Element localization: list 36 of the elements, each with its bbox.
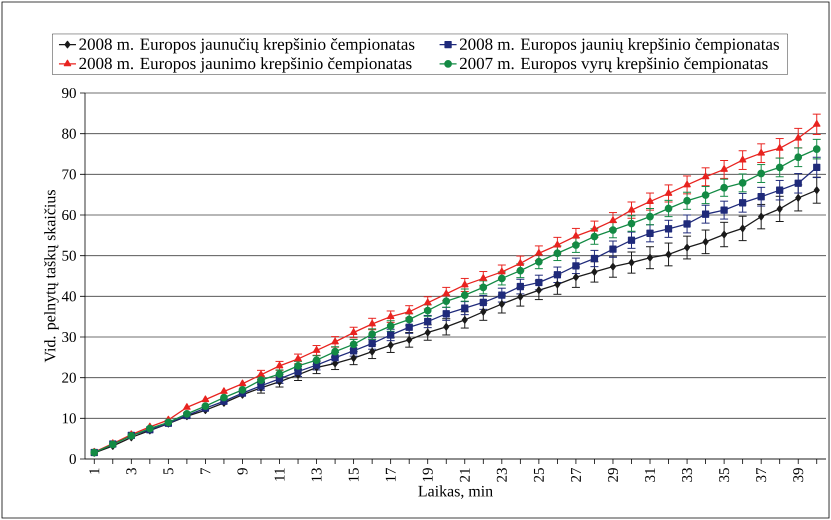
- x-tick-label: 15: [348, 468, 359, 482]
- x-tick-label: 19: [422, 468, 433, 482]
- y-axis-title: Vid. pelnytų taškų skaičius: [44, 190, 59, 362]
- legend-label: 2008 m. Europos jaunimo krepšinio čempionatas: [79, 57, 412, 73]
- x-tick-label: 27: [570, 468, 581, 482]
- x-tick-label: 13: [312, 468, 322, 482]
- x-tick-label: 3: [126, 468, 136, 474]
- x-tick-label: 39: [793, 468, 804, 482]
- x-axis-title: Laikas, min: [418, 485, 493, 499]
- x-tick-label: 21: [460, 468, 470, 482]
- x-tick-label: 7: [200, 468, 210, 474]
- x-tick-label: 37: [756, 468, 766, 482]
- y-tick-label: 10: [62, 413, 76, 424]
- x-tick-label: 35: [719, 468, 730, 482]
- x-tick-label: 11: [274, 468, 284, 481]
- x-tick-label: 5: [163, 468, 174, 474]
- x-tick-label: 1: [89, 468, 100, 474]
- y-tick-label: 70: [62, 169, 76, 180]
- legend-label: 2007 m. Europos vyrų krepšinio čempionatas: [460, 57, 768, 73]
- y-tick-label: 80: [62, 128, 76, 139]
- x-tick-label: 29: [608, 468, 618, 482]
- legend-label: 2008 m. Europos jaunių krepšinio čempionatas: [460, 38, 779, 54]
- y-tick-label: 0: [70, 454, 76, 464]
- x-tick-label: 9: [237, 468, 248, 475]
- x-tick-label: 25: [534, 468, 544, 482]
- y-tick-label: 60: [62, 210, 76, 220]
- x-tick-label: 17: [386, 468, 396, 482]
- x-tick-label: 31: [645, 468, 656, 482]
- y-tick-label: 50: [62, 250, 76, 261]
- x-tick-label: 33: [682, 468, 692, 482]
- legend-label: 2008 m. Europos jaunučių krepšinio čempionatas: [79, 38, 414, 54]
- y-tick-label: 40: [62, 291, 76, 302]
- y-tick-label: 90: [62, 88, 76, 98]
- y-tick-label: 30: [62, 332, 76, 342]
- y-tick-label: 20: [62, 372, 76, 383]
- x-tick-label: 23: [496, 468, 507, 482]
